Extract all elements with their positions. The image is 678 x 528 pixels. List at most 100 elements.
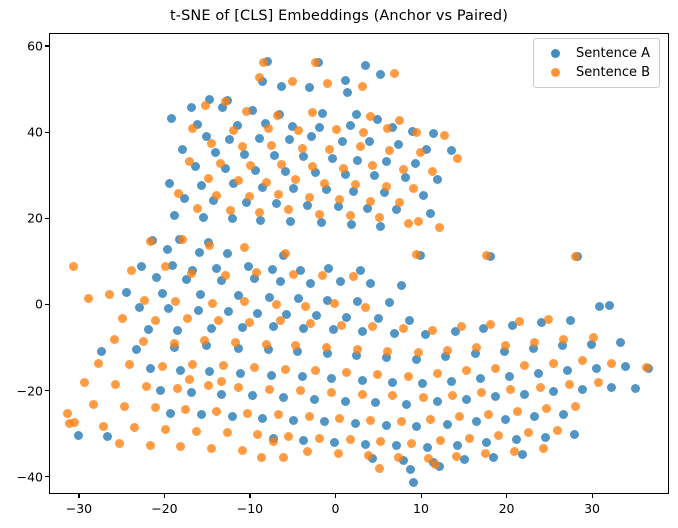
scatter-point xyxy=(559,335,569,345)
scatter-point xyxy=(566,315,576,325)
plot-area[interactable] xyxy=(49,33,669,494)
scatter-point xyxy=(253,430,263,440)
scatter-point xyxy=(150,315,160,325)
scatter-point xyxy=(321,185,331,195)
scatter-point xyxy=(398,456,408,466)
scatter-point xyxy=(145,363,155,373)
chart-title: t-SNE of [CLS] Embeddings (Anchor vs Pai… xyxy=(169,8,508,24)
scatter-point xyxy=(411,354,421,364)
scatter-point xyxy=(249,362,259,372)
scatter-point xyxy=(111,380,121,390)
scatter-point xyxy=(359,127,369,137)
scatter-point xyxy=(207,298,217,308)
scatter-point xyxy=(239,296,249,306)
scatter-point xyxy=(89,400,99,410)
scatter-point xyxy=(337,136,347,146)
scatter-point xyxy=(130,423,140,433)
scatter-point xyxy=(335,413,345,423)
legend-box[interactable]: Sentence A Sentence B xyxy=(533,38,661,88)
scatter-point xyxy=(352,297,362,307)
scatter-point xyxy=(404,316,414,325)
scatter-point xyxy=(428,129,438,139)
scatter-point xyxy=(376,221,386,231)
scatter-point xyxy=(426,414,436,424)
x-tick-mark xyxy=(334,494,337,498)
scatter-point xyxy=(351,109,361,119)
scatter-point xyxy=(562,366,572,376)
x-tick-label: −20 xyxy=(151,501,178,516)
scatter-point xyxy=(289,415,299,425)
scatter-point xyxy=(446,376,456,386)
scatter-point xyxy=(251,268,261,278)
scatter-point xyxy=(321,343,331,353)
scatter-point xyxy=(362,203,372,213)
scatter-point xyxy=(385,145,394,155)
scatter-point xyxy=(333,201,343,211)
scatter-point xyxy=(361,439,371,449)
scatter-point xyxy=(564,380,574,390)
scatter-point xyxy=(248,105,258,115)
scatter-point xyxy=(135,303,145,313)
scatter-point xyxy=(366,111,376,121)
legend-item-sentence-a[interactable]: Sentence A xyxy=(541,44,650,63)
scatter-point xyxy=(125,360,135,370)
scatter-point xyxy=(373,369,383,379)
scatter-point xyxy=(320,179,329,188)
scatter-point xyxy=(427,325,437,335)
scatter-point xyxy=(166,113,176,123)
legend-item-sentence-b[interactable]: Sentence B xyxy=(541,63,650,82)
scatter-point xyxy=(338,163,348,173)
scatter-point xyxy=(222,249,232,259)
scatter-point xyxy=(349,187,359,197)
scatter-point xyxy=(243,261,253,271)
scatter-point xyxy=(190,161,200,171)
scatter-point xyxy=(318,270,328,280)
scatter-point xyxy=(367,160,377,170)
scatter-point xyxy=(301,301,311,311)
scatter-point xyxy=(263,345,273,355)
scatter-point xyxy=(369,170,379,180)
scatter-point xyxy=(607,359,617,369)
scatter-point xyxy=(419,393,429,403)
scatter-point xyxy=(358,326,368,336)
y-tick-label: 0 xyxy=(35,296,43,312)
y-tick-mark xyxy=(45,217,49,219)
scatter-point xyxy=(164,304,174,314)
scatter-point xyxy=(453,154,463,164)
scatter-point xyxy=(79,378,89,388)
scatter-point xyxy=(182,275,192,285)
scatter-point xyxy=(311,366,321,376)
scatter-point xyxy=(514,317,524,327)
y-tick-label: −40 xyxy=(16,469,43,485)
scatter-point xyxy=(393,452,403,462)
scatter-point xyxy=(403,371,413,381)
scatter-point xyxy=(212,190,222,200)
scatter-point xyxy=(188,359,198,369)
scatter-point xyxy=(390,68,400,78)
x-tick-label: 20 xyxy=(498,501,515,516)
x-tick-mark xyxy=(249,494,251,498)
scatter-point xyxy=(328,325,338,335)
scatter-point xyxy=(308,108,318,118)
scatter-point xyxy=(234,382,244,392)
x-tick-mark xyxy=(163,494,166,498)
scatter-point xyxy=(237,445,247,455)
scatter-point xyxy=(421,144,431,154)
scatter-point xyxy=(207,443,217,453)
y-tick-mark xyxy=(45,390,49,392)
scatter-point xyxy=(456,322,466,332)
scatter-point xyxy=(361,303,371,313)
scatter-point xyxy=(253,308,263,318)
scatter-point xyxy=(542,404,552,414)
scatter-point xyxy=(258,413,268,423)
scatter-point xyxy=(99,421,109,431)
scatter-point xyxy=(68,262,78,272)
scatter-point xyxy=(506,385,516,395)
scatter-point xyxy=(357,375,367,385)
scatter-point xyxy=(443,419,453,429)
scatter-point xyxy=(373,313,383,323)
scatter-point xyxy=(305,82,315,92)
scatter-point xyxy=(142,381,152,391)
scatter-point xyxy=(211,147,221,157)
scatter-point xyxy=(203,173,213,183)
